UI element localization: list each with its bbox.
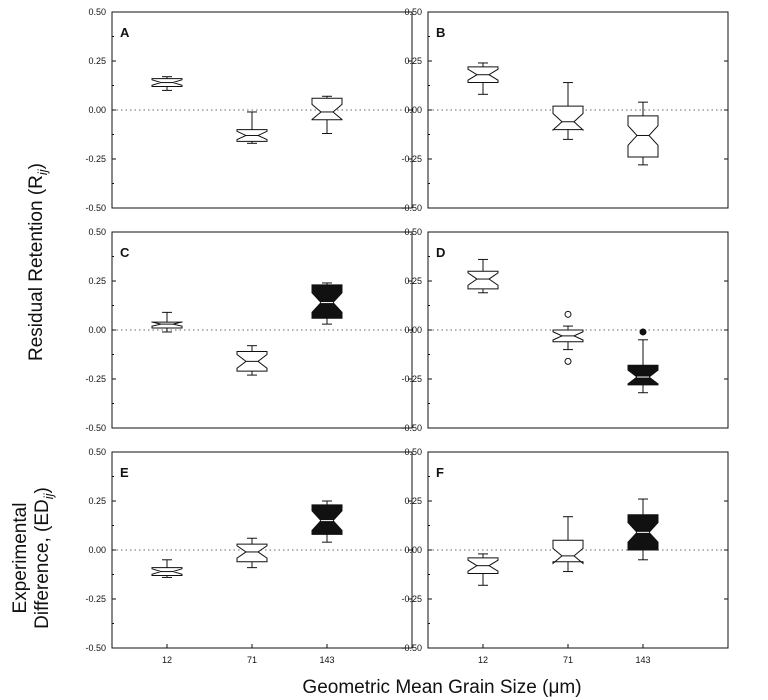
- y-tick-label: 0.25: [404, 496, 422, 506]
- box-143: [627, 328, 659, 394]
- notched-box: [236, 543, 268, 563]
- panel-letter: A: [120, 25, 130, 40]
- box-143: [627, 101, 659, 166]
- panel-letter: F: [436, 465, 444, 480]
- panel-b: 0.50 0.25 0.00 -0.25 -0.50 B: [401, 7, 729, 213]
- panel-letter: C: [120, 245, 130, 260]
- y-axis-title-bottom-line1: Experimental: [10, 503, 31, 614]
- notched-box: [627, 364, 659, 386]
- outlier-point: [564, 357, 572, 365]
- y-axis-title-bottom-line2: Difference, (EDij): [32, 487, 56, 629]
- y-tick-label: -0.25: [85, 154, 106, 164]
- y-tick-label: -0.25: [85, 594, 106, 604]
- y-tick-label: 0.00: [88, 545, 106, 555]
- y-tick-label: 0.50: [404, 227, 422, 237]
- y-axis-title-top: Residual Retention (Rij): [26, 163, 50, 361]
- box-12: [467, 258, 499, 294]
- y-axis-title-bottom: Experimental Difference, (EDij): [10, 487, 56, 629]
- x-tick-label: 143: [319, 655, 334, 665]
- y-tick-label: -0.25: [401, 594, 422, 604]
- x-axis-title: Geometric Mean Grain Size (μm): [302, 677, 581, 698]
- box-71: [236, 537, 268, 569]
- panels-group: 0.50 0.25 0.00 -0.25 -0.50 A 0.50 0.25 0.00 -0.25…: [85, 7, 729, 665]
- y-tick-label: 0.00: [88, 105, 106, 115]
- panel-e: 0.50 0.25 0.00 -0.25 -0.50 E 12 71 143: [85, 447, 413, 665]
- y-tick-label: 0.00: [88, 325, 106, 335]
- x-tick-label: 143: [635, 655, 650, 665]
- y-tick-label: -0.50: [85, 643, 106, 653]
- notched-box: [151, 321, 183, 329]
- notched-box: [552, 539, 584, 565]
- y-tick-label: 0.25: [88, 276, 106, 286]
- y-tick-label: -0.25: [85, 374, 106, 384]
- box-12: [151, 559, 183, 578]
- box-12: [467, 553, 499, 586]
- notched-box: [627, 115, 659, 158]
- box-143: [311, 95, 343, 135]
- box-12: [151, 76, 183, 91]
- box-143: [311, 500, 343, 543]
- panel-letter: B: [436, 25, 445, 40]
- box-143: [627, 498, 659, 561]
- y-tick-label: 0.50: [404, 7, 422, 17]
- x-tick-label: 12: [162, 655, 172, 665]
- y-tick-label: 0.00: [404, 325, 422, 335]
- svg-text:Residual Retention (Rij): Residual Retention (Rij): [26, 163, 50, 361]
- y-tick-label: -0.25: [401, 374, 422, 384]
- y-tick-label: -0.50: [85, 423, 106, 433]
- y-tick-label: 0.50: [88, 7, 106, 17]
- notched-box: [311, 504, 343, 535]
- panel-c: 0.50 0.25 0.00 -0.25 -0.50 C: [85, 227, 413, 433]
- y-tick-label: 0.25: [88, 56, 106, 66]
- y-tick-label: -0.50: [85, 203, 106, 213]
- notched-box: [467, 270, 499, 290]
- outlier-point: [564, 310, 572, 318]
- y-tick-label: 0.50: [404, 447, 422, 457]
- panel-d: 0.50 0.25 0.00 -0.25 -0.50 D: [401, 227, 729, 433]
- y-tick-label: 0.50: [88, 227, 106, 237]
- y-tick-label: 0.00: [404, 105, 422, 115]
- box-71: [552, 310, 584, 365]
- box-12: [151, 311, 183, 333]
- box-71: [552, 82, 584, 140]
- y-tick-label: -0.50: [401, 643, 422, 653]
- y-tick-label: 0.50: [88, 447, 106, 457]
- y-tick-label: -0.50: [401, 423, 422, 433]
- panel-a: 0.50 0.25 0.00 -0.25 -0.50 A: [85, 7, 413, 213]
- panel-letter: E: [120, 465, 129, 480]
- x-tick-label: 71: [563, 655, 573, 665]
- y-tick-label: 0.25: [404, 276, 422, 286]
- box-71: [236, 111, 268, 144]
- panel-letter: D: [436, 245, 445, 260]
- y-tick-label: -0.25: [401, 154, 422, 164]
- box-71: [552, 516, 584, 573]
- panel-f: 0.50 0.25 0.00 -0.25 -0.50 F 12 71 143: [401, 447, 729, 665]
- box-12: [467, 62, 499, 95]
- notched-box: [552, 105, 584, 132]
- outlier-point: [639, 328, 647, 336]
- x-tick-label: 71: [247, 655, 257, 665]
- x-tick-label: 12: [478, 655, 488, 665]
- y-tick-label: 0.25: [404, 56, 422, 66]
- box-71: [236, 345, 268, 376]
- notched-box: [311, 284, 343, 319]
- notched-box: [311, 97, 343, 121]
- y-tick-label: 0.00: [404, 545, 422, 555]
- box-143: [311, 282, 343, 325]
- y-tick-label: -0.50: [401, 203, 422, 213]
- y-tick-label: 0.25: [88, 496, 106, 506]
